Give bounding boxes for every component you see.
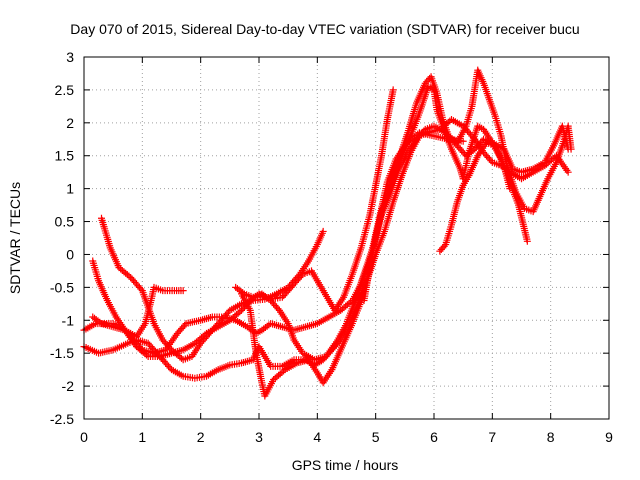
y-tick-label: -1 bbox=[62, 312, 75, 328]
data-point bbox=[487, 157, 495, 165]
x-tick-label: 3 bbox=[255, 429, 263, 445]
data-point bbox=[125, 272, 133, 280]
x-tick-label: 6 bbox=[430, 429, 438, 445]
data-point bbox=[179, 287, 187, 295]
data-point bbox=[523, 237, 531, 245]
data-points bbox=[80, 66, 575, 400]
y-axis-label: SDTVAR / TECUs bbox=[7, 182, 23, 294]
x-tick-label: 1 bbox=[138, 429, 146, 445]
data-point bbox=[564, 168, 572, 176]
data-point bbox=[297, 272, 305, 280]
data-point bbox=[420, 127, 428, 135]
data-point bbox=[280, 367, 288, 375]
data-point bbox=[459, 137, 467, 145]
y-tick-label: 0.5 bbox=[55, 214, 75, 230]
x-tick-label: 9 bbox=[605, 429, 613, 445]
data-point bbox=[319, 227, 327, 235]
y-tick-label: -0.5 bbox=[50, 279, 74, 295]
y-tick-label: -2 bbox=[62, 378, 75, 394]
data-point bbox=[440, 242, 448, 250]
grid-lines bbox=[84, 57, 609, 419]
y-tick-label: 1 bbox=[66, 181, 74, 197]
y-tick-label: -1.5 bbox=[50, 345, 74, 361]
y-tick-label: 2.5 bbox=[55, 82, 75, 98]
x-tick-label: 4 bbox=[313, 429, 321, 445]
x-tick-label: 7 bbox=[488, 429, 496, 445]
data-point bbox=[274, 305, 282, 313]
y-tick-label: 3 bbox=[66, 49, 74, 65]
series-arc-5 bbox=[89, 86, 397, 360]
data-point bbox=[201, 331, 209, 339]
plot-frame bbox=[83, 56, 610, 420]
series-arc-4 bbox=[89, 283, 187, 341]
y-tick-label: 2 bbox=[66, 115, 74, 131]
y-tick-label: 0 bbox=[66, 246, 74, 262]
data-point bbox=[506, 185, 514, 193]
series-arc-9 bbox=[436, 139, 514, 255]
data-point bbox=[137, 285, 145, 293]
data-point bbox=[567, 145, 575, 153]
axis-ticks: 0 1 2 3 4 5 6 7 8 9 -2.5 -2 -1.5 -1 -0.5 0 0.5 1 1.5 2 2.5 3 bbox=[50, 49, 613, 445]
x-tick-label: 0 bbox=[80, 429, 88, 445]
chart-title: Day 070 of 2015, Sidereal Day-to-day VTE… bbox=[70, 21, 579, 37]
data-point bbox=[389, 86, 397, 94]
data-point bbox=[181, 321, 189, 329]
y-tick-label: 1.5 bbox=[55, 148, 75, 164]
data-point bbox=[236, 308, 244, 316]
data-point bbox=[143, 351, 150, 359]
series-arc-8 bbox=[360, 66, 575, 305]
y-tick-label: -2.5 bbox=[50, 411, 74, 427]
x-tick-label: 2 bbox=[197, 429, 205, 445]
x-axis-label: GPS time / hours bbox=[292, 457, 399, 473]
x-tick-label: 5 bbox=[372, 429, 380, 445]
x-tick-label: 8 bbox=[547, 429, 555, 445]
